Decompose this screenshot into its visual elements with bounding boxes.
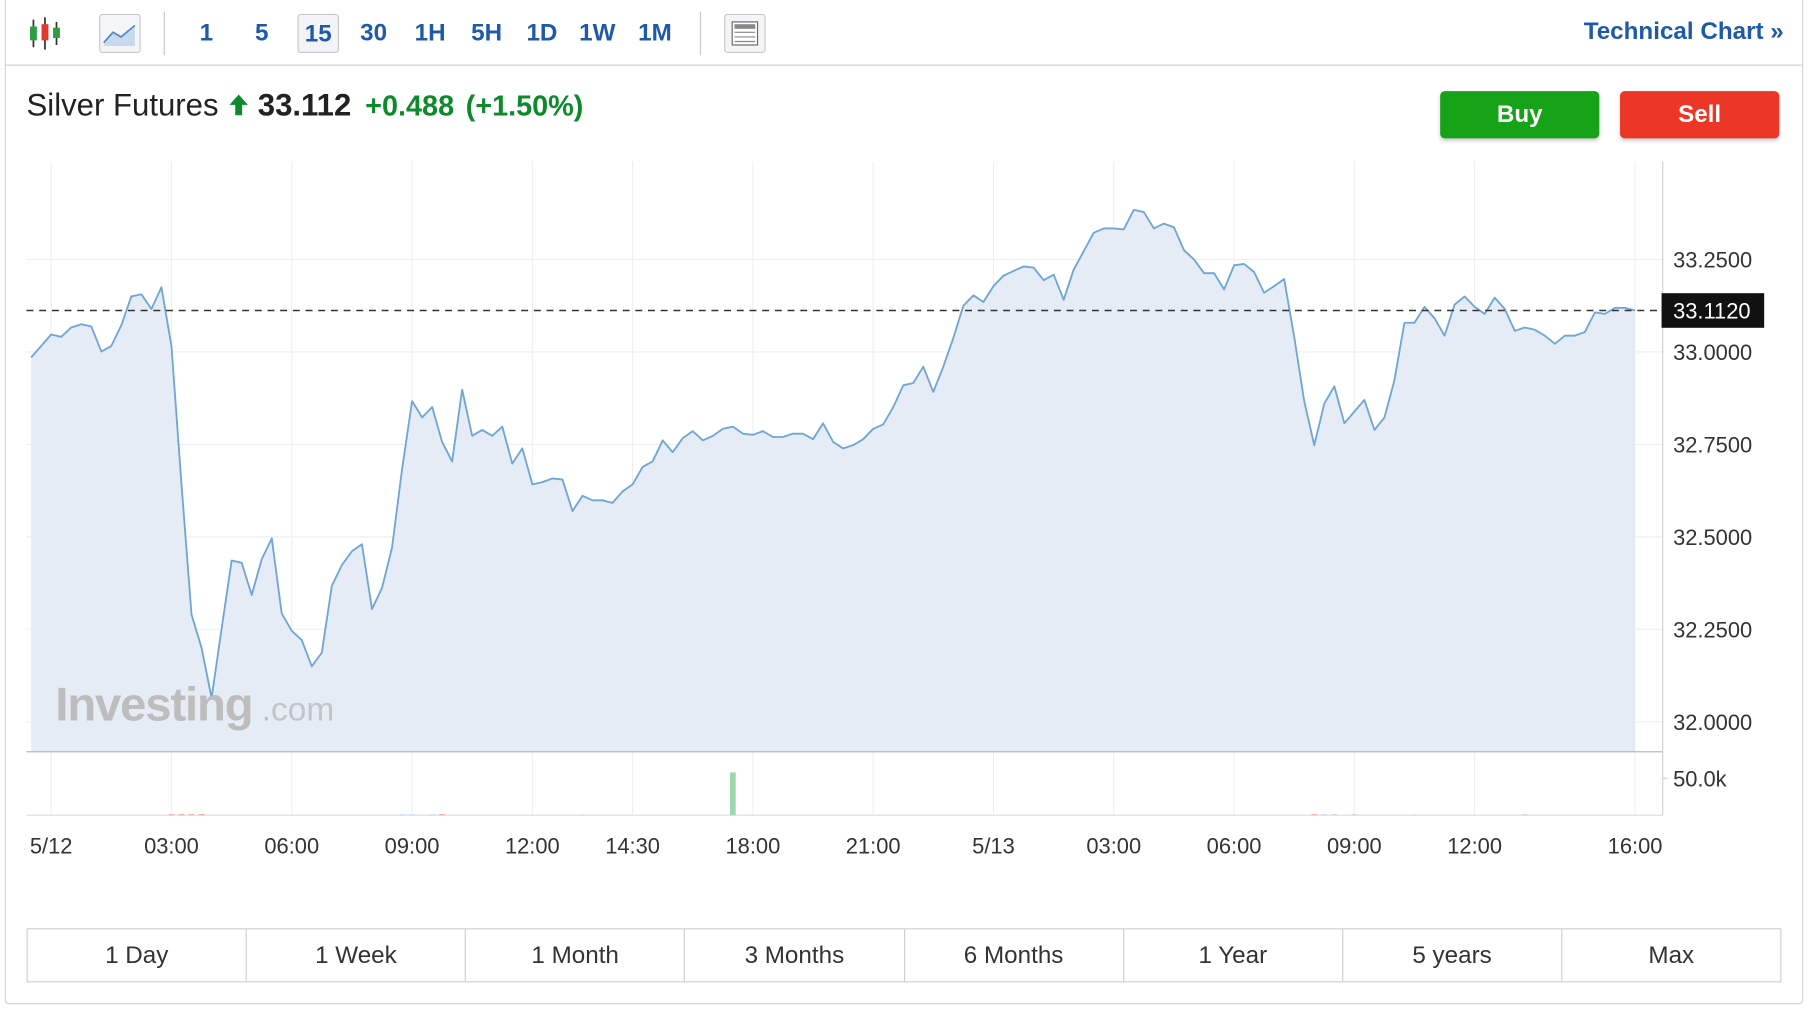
interval-button[interactable]: 1W	[579, 19, 616, 47]
change-percent: (+1.50%)	[465, 89, 584, 123]
price: 33.112	[257, 87, 352, 123]
y-tick-label: 32.0000	[1673, 710, 1752, 735]
watermark-suffix: .com	[262, 692, 334, 729]
volume-bar	[198, 814, 205, 816]
toolbar: 1 5 15 30 1H 5H 1D 1W 1M Technical Chart »	[4, 0, 1803, 66]
volume-bar	[1521, 814, 1528, 816]
instrument-name: Silver Futures	[26, 87, 219, 123]
x-tick-label: 18:00	[725, 833, 780, 858]
volume-bar	[1311, 814, 1318, 816]
interval-button[interactable]: 1	[199, 19, 214, 47]
x-tick-label: 09:00	[1327, 833, 1382, 858]
buy-button[interactable]: Buy	[1440, 91, 1600, 139]
frame	[4, 0, 1804, 1005]
interval-button[interactable]: 30	[360, 19, 388, 47]
range-tab[interactable]: 1 Year	[1122, 929, 1342, 982]
volume-bar	[168, 814, 175, 816]
x-tick-label: 16:00	[1608, 833, 1663, 858]
y-tick-label: 33.0000	[1673, 340, 1752, 365]
interval-button[interactable]: 1M	[638, 19, 672, 47]
x-tick-label: 06:00	[264, 833, 319, 858]
sell-button[interactable]: Sell	[1620, 91, 1780, 139]
technical-chart-link[interactable]: Technical Chart »	[1584, 18, 1784, 46]
x-tick-label: 12:00	[1447, 833, 1502, 858]
link-text[interactable]: Technical Chart	[1583, 18, 1764, 45]
volume-tick-label: 50.0k	[1673, 766, 1727, 791]
y-tick-label: 33.2500	[1673, 248, 1752, 273]
x-tick-label: 21:00	[846, 833, 901, 858]
range-tab[interactable]: 1 Day	[105, 942, 169, 969]
separator	[699, 11, 702, 56]
change: +0.488	[365, 89, 455, 123]
range-tab[interactable]: 1 Week	[245, 929, 465, 982]
range-tab[interactable]: Max	[1561, 929, 1780, 982]
interval-button[interactable]: 5	[255, 19, 269, 47]
candle-icon[interactable]	[28, 16, 65, 51]
volume-bar	[1411, 814, 1418, 816]
x-tick-label: 14:30	[605, 833, 660, 858]
last-price-tag	[1661, 293, 1765, 328]
x-tick-label: 06:00	[1207, 833, 1262, 858]
volume-bar	[188, 814, 195, 816]
x-tick-label: 5/12	[30, 833, 73, 858]
range-tab[interactable]: 6 Months	[903, 929, 1122, 982]
volume-bar	[409, 814, 415, 816]
x-tick-label: 03:00	[144, 833, 199, 858]
volume-bar	[729, 772, 736, 816]
area	[31, 209, 1636, 752]
x-tick-label: 5/13	[972, 833, 1015, 858]
quote-header: Silver Futures 33.112 +0.488 (+1.50%)	[27, 88, 593, 124]
x-tick-label: 09:00	[385, 833, 440, 858]
x-tick-label: 12:00	[505, 833, 560, 858]
x-tick-label: 03:00	[1086, 833, 1141, 858]
y-tick-label: 32.7500	[1673, 432, 1752, 457]
price-line	[30, 208, 1636, 699]
interval-button[interactable]: 1H	[414, 19, 446, 47]
interval-button[interactable]: 15	[297, 13, 339, 54]
range-tabs: 1 Day 1 Week 1 Month 3 Months 6 Months 1 Year…	[26, 928, 1782, 983]
watermark: Investing .com	[55, 679, 334, 732]
volume-bar	[579, 814, 586, 816]
range-tab[interactable]: 5 years	[1341, 929, 1561, 982]
link-icon[interactable]: »	[1770, 18, 1784, 45]
interval-button[interactable]: 5H	[471, 19, 503, 47]
volume-bar	[1351, 814, 1358, 816]
volume-bar	[1321, 814, 1328, 816]
volume-bar	[429, 814, 435, 816]
volume-bar	[1331, 814, 1338, 816]
area-icon[interactable]	[99, 13, 141, 54]
y-tick-label: 32.2500	[1673, 617, 1752, 642]
last-price-label: 33.1120	[1673, 299, 1751, 324]
range-tab[interactable]: 1 Month	[464, 929, 684, 982]
range-tab[interactable]: 3 Months	[684, 929, 903, 982]
table-icon[interactable]	[724, 13, 766, 54]
x-axis: 5/12 03:00 06:00 09:00 12:00 14:30 18:00 21:00 5…	[30, 833, 1663, 858]
up-arrow	[228, 94, 248, 116]
volume-bar	[178, 814, 185, 816]
y-tick-label: 32.5000	[1673, 525, 1752, 550]
separator	[163, 11, 165, 56]
watermark-brand: Investing	[55, 679, 252, 732]
volume-bar	[439, 814, 446, 816]
volume-bar	[399, 814, 405, 816]
interval-button[interactable]: 1D	[526, 19, 558, 47]
